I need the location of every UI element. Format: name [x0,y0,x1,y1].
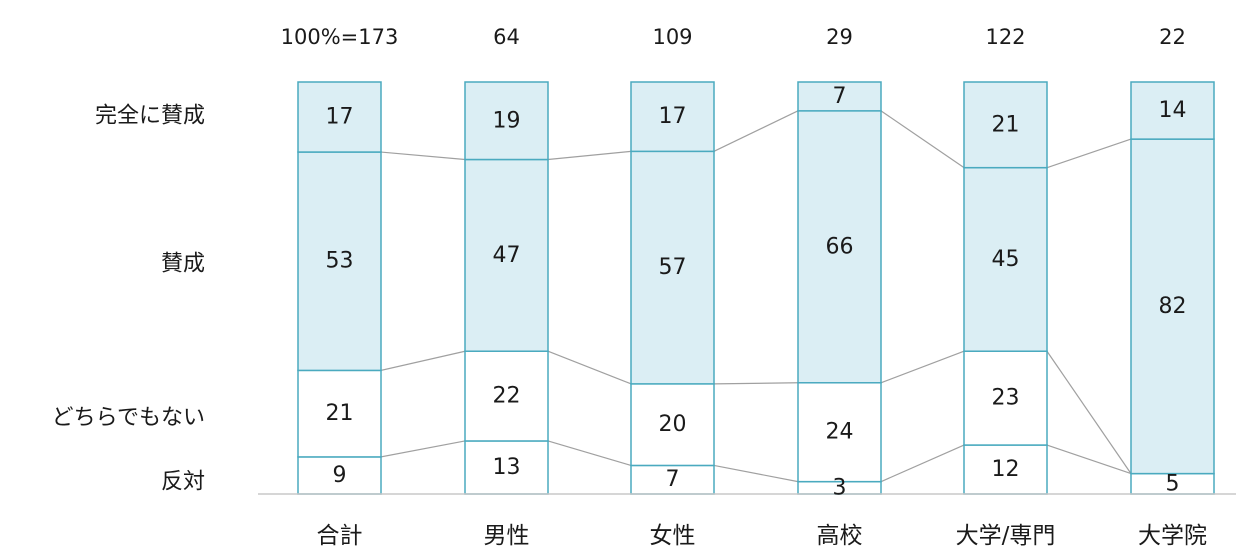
category-label: 高校 [817,523,863,549]
connector-line [380,151,466,161]
connector-line [880,110,965,169]
connector-line [380,440,466,458]
category-label: 大学院 [1138,523,1207,549]
connector-line [713,110,799,152]
labels: 9 21 53 17 13 22 47 19 7 20 57 17 3 24 66 7 12 23 45 21 5 82 1… [52,25,1207,549]
segment-value-label: 17 [326,105,354,130]
category-label: 男性 [484,523,530,549]
bar-segment [297,151,382,372]
connector-line [547,350,632,385]
bar-total-label: 109 [652,25,692,49]
segment-value-label: 19 [493,108,521,133]
bar-segment [963,166,1048,352]
bar-segment [464,350,549,442]
segment-value-label: 22 [493,384,521,409]
bar-segment [963,350,1048,446]
segment-value-label: 3 [833,475,847,500]
segment-value-label: 45 [992,247,1020,272]
series-label: 賛成 [161,252,205,277]
connector-line [1046,138,1132,169]
connector-lines [380,110,1132,483]
connector-line [547,150,632,161]
connector-line [880,350,965,384]
bar-total-label: 64 [493,25,520,49]
connector-line [547,440,632,467]
bar-segment [1130,138,1215,475]
bar-segment [297,81,382,153]
bar-segment [797,81,882,112]
bar-segment [963,444,1048,495]
bar-segment [464,81,549,161]
category-label: 合計 [317,523,363,549]
category-label: 大学/専門 [956,523,1056,549]
bar-segment [797,382,882,483]
bar-segment [797,110,882,384]
bar-segment [630,150,715,385]
segment-value-label: 7 [666,467,680,492]
segment-value-label: 47 [493,243,521,268]
series-label: どちらでもない [52,406,205,431]
bar-segment [630,383,715,467]
segment-value-label: 23 [992,386,1020,411]
bar-segment [630,81,715,153]
connector-line [1046,350,1132,474]
bar-segment [297,369,382,458]
bar-total-label: 100%=173 [281,25,399,49]
segment-value-label: 20 [659,412,687,437]
bar-total-label: 22 [1159,25,1186,49]
segment-value-label: 24 [826,420,854,445]
series-label: 反対 [161,470,205,495]
segment-value-label: 7 [833,84,847,109]
connector-line [380,350,466,371]
segment-value-label: 21 [326,401,354,426]
connector-line [713,382,799,385]
segment-value-label: 57 [659,255,687,280]
segment-value-label: 53 [326,249,354,274]
segment-value-label: 82 [1159,294,1187,319]
segment-value-label: 21 [992,112,1020,137]
connector-line [1046,444,1132,475]
connector-line [713,464,799,483]
bar-segment [963,81,1048,169]
segment-value-label: 14 [1159,98,1187,123]
category-label: 女性 [650,523,696,549]
bar-total-label: 122 [985,25,1025,49]
segment-value-label: 5 [1166,471,1180,496]
segment-value-label: 17 [659,104,687,129]
connector-line [880,444,965,483]
segment-value-label: 9 [333,463,347,488]
bar-total-label: 29 [826,25,853,49]
segment-value-label: 66 [826,234,854,259]
bar-segment [1130,81,1215,140]
bar-segment [297,456,382,495]
segment-value-label: 13 [493,455,521,480]
segment-value-label: 12 [992,457,1020,482]
series-label: 完全に賛成 [95,104,205,129]
bars [297,81,1215,495]
